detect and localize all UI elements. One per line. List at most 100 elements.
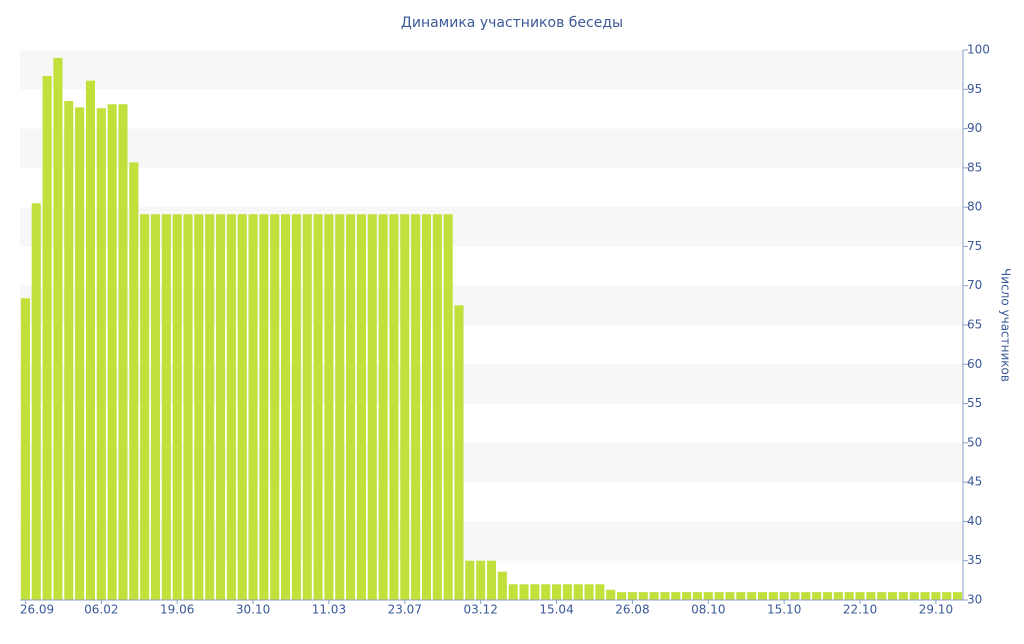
y-tick-label: 70 (967, 278, 982, 292)
bar (118, 104, 128, 600)
bar (129, 162, 139, 600)
bar (779, 592, 789, 600)
bar (573, 584, 583, 600)
bar (476, 560, 486, 600)
bar (692, 592, 702, 600)
bar (226, 214, 236, 600)
bar (942, 592, 952, 600)
x-tick-label: 08.10 (691, 603, 725, 617)
grid-band (20, 207, 963, 247)
bar (324, 214, 334, 600)
bar (389, 214, 399, 600)
bar (140, 214, 150, 600)
bar (107, 104, 117, 600)
bar (920, 592, 930, 600)
bar (508, 584, 518, 600)
y-tick-label: 30 (967, 593, 982, 607)
bar (400, 214, 410, 600)
y-tick-label: 75 (967, 239, 982, 253)
bar (75, 107, 85, 600)
x-tick-label: 11.03 (312, 603, 346, 617)
y-tick-label: 85 (967, 160, 982, 174)
bar (411, 214, 421, 600)
y-tick-label: 50 (967, 435, 982, 449)
x-tick-label: 30.10 (236, 603, 270, 617)
bar (931, 592, 941, 600)
bar (530, 584, 540, 600)
bar (909, 592, 919, 600)
bar (649, 592, 659, 600)
bar (757, 592, 768, 600)
bar (96, 108, 106, 601)
x-tick-label: 15.04 (539, 603, 573, 617)
bar (465, 560, 475, 600)
bar (432, 214, 442, 600)
y-tick-label: 45 (967, 475, 982, 489)
x-tick-label: 15.10 (767, 603, 801, 617)
bar (259, 214, 269, 600)
bar (313, 214, 323, 600)
y-tick-label: 80 (967, 200, 982, 214)
bar (638, 592, 648, 600)
bar (161, 214, 171, 600)
grid-band (20, 521, 963, 561)
bar (346, 214, 356, 600)
bar (953, 592, 963, 600)
bar (877, 592, 887, 600)
y-axis-label: Число участников (999, 268, 1013, 382)
grid-band (20, 128, 963, 168)
y-tick-label: 100 (967, 43, 990, 57)
bar (183, 214, 193, 600)
bar (887, 592, 898, 600)
bar (53, 57, 63, 601)
x-tick-label: 26.09 (20, 603, 54, 617)
bar (42, 75, 52, 600)
bar (736, 592, 746, 600)
bar (85, 80, 96, 600)
bar (367, 214, 377, 600)
bar (486, 560, 497, 600)
y-tick-label: 90 (967, 121, 982, 135)
bar (595, 584, 605, 600)
bar (627, 592, 637, 600)
bar (150, 214, 161, 600)
x-tick-label: 22.10 (843, 603, 877, 617)
bar (682, 592, 692, 600)
bar (497, 571, 507, 600)
bar (822, 592, 833, 600)
chart-title: Динамика участников беседы (401, 15, 623, 31)
y-tick-label: 95 (967, 82, 982, 96)
bar (584, 584, 594, 600)
x-tick-label: 23.07 (388, 603, 422, 617)
bar (248, 214, 258, 600)
bar (356, 214, 366, 600)
bar (215, 214, 226, 600)
bar (768, 592, 778, 600)
bar (833, 592, 843, 600)
bar (519, 584, 529, 600)
bar (31, 203, 41, 600)
x-tick-label: 06.02 (84, 603, 118, 617)
bar (291, 214, 301, 600)
bar (270, 214, 280, 600)
bar (898, 592, 908, 600)
bar (443, 214, 453, 600)
bar (790, 592, 800, 600)
bar (562, 584, 572, 600)
bar (237, 214, 247, 600)
bar (725, 592, 735, 600)
bar (703, 592, 713, 600)
y-tick-label: 35 (967, 553, 982, 567)
bar (551, 584, 562, 600)
bar (812, 592, 822, 600)
bar (454, 305, 464, 600)
grid-band (20, 285, 963, 325)
bar (714, 592, 724, 600)
bar (866, 592, 876, 600)
bar (421, 214, 432, 600)
x-tick-label: 19.06 (160, 603, 194, 617)
grid-band (20, 364, 963, 404)
bar (172, 214, 182, 600)
y-tick-label: 60 (967, 357, 982, 371)
